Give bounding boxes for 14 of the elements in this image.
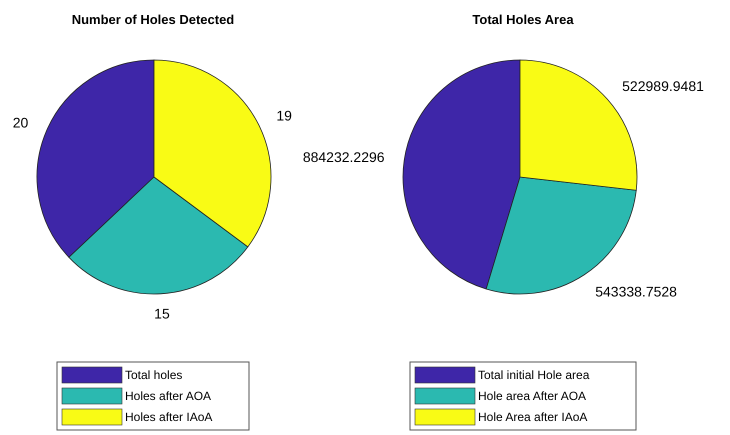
data-label: 20 [12,114,29,131]
legend-label: Total initial Hole area [478,368,590,382]
data-label: 15 [154,306,170,322]
chart-title: Total Holes Area [472,12,574,27]
legend-label: Hole Area after IAoA [478,410,588,424]
data-label: 522989.9481 [622,78,704,94]
legend-label: Holes after IAoA [125,410,212,424]
data-label: 884232.2296 [302,148,385,165]
legend-label: Total holes [125,368,182,382]
data-label: 19 [276,107,292,124]
chart-title: Number of Holes Detected [72,12,234,27]
data-label: 543338.7528 [595,283,678,300]
legend-label: Holes after AOA [125,389,212,404]
legend-label: Hole area After AOA [478,389,586,404]
